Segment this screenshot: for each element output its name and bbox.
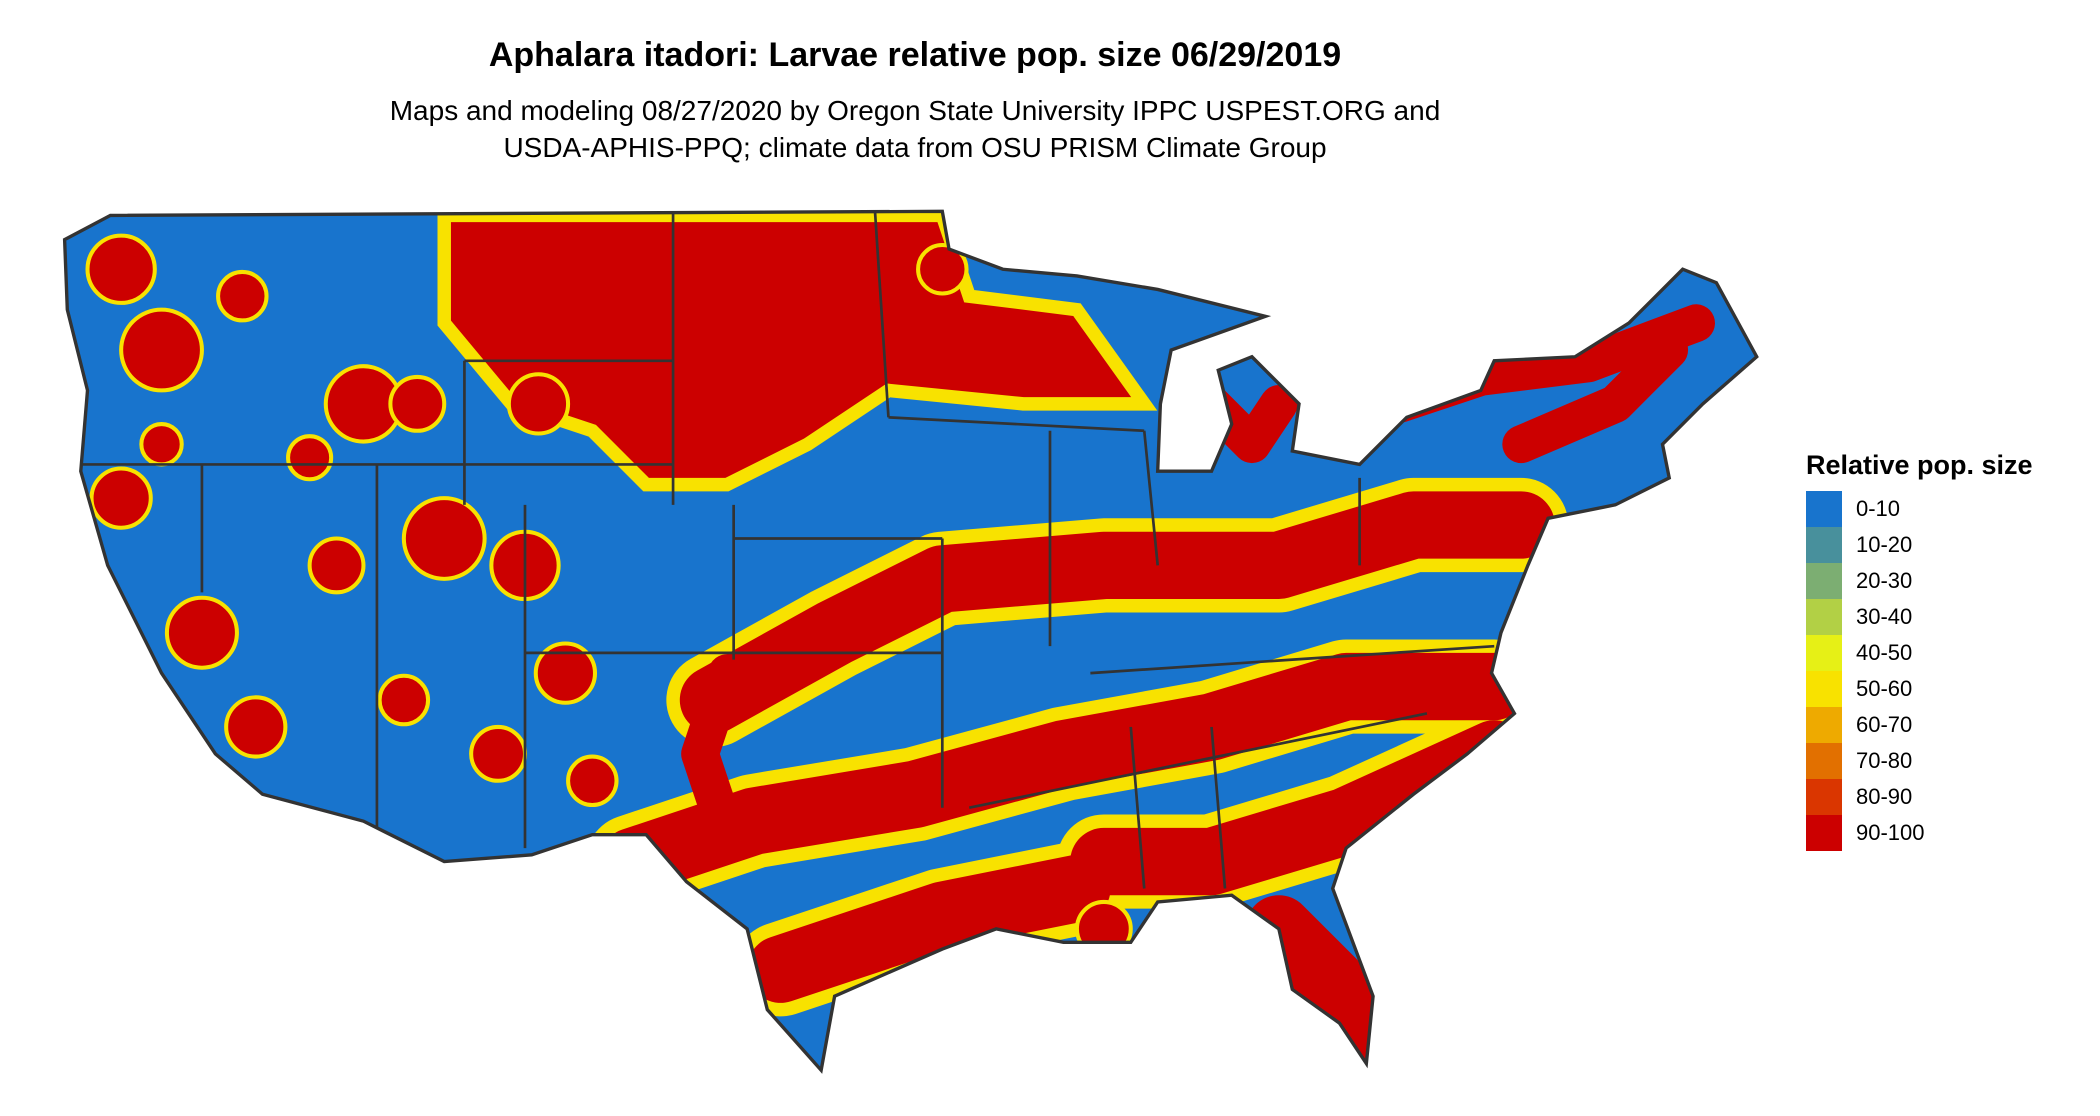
legend-swatch bbox=[1806, 635, 1842, 671]
legend-item: 60-70 bbox=[1806, 707, 2033, 743]
legend-swatch bbox=[1806, 527, 1842, 563]
subtitle-line-1: Maps and modeling 08/27/2020 by Oregon S… bbox=[389, 95, 1441, 126]
legend-item: 70-80 bbox=[1806, 743, 2033, 779]
legend-label: 40-50 bbox=[1856, 640, 1913, 665]
legend-label: 20-30 bbox=[1856, 568, 1913, 593]
legend-title: Relative pop. size bbox=[1806, 450, 2033, 480]
legend-item: 90-100 bbox=[1806, 815, 2033, 851]
legend-item: 10-20 bbox=[1806, 527, 2033, 563]
legend-swatch bbox=[1806, 743, 1842, 779]
legend-item: 0-10 bbox=[1806, 491, 2033, 527]
legend-swatch bbox=[1806, 707, 1842, 743]
map-title: Aphalara itadori: Larvae relative pop. s… bbox=[488, 36, 1342, 74]
legend-label: 50-60 bbox=[1856, 676, 1913, 701]
legend-label: 70-80 bbox=[1856, 748, 1913, 773]
legend-item: 30-40 bbox=[1806, 599, 2033, 635]
legend-swatch bbox=[1806, 779, 1842, 815]
legend-swatch bbox=[1806, 599, 1842, 635]
legend-swatch bbox=[1806, 491, 1842, 527]
legend-label: 80-90 bbox=[1856, 784, 1913, 809]
legend-swatch bbox=[1806, 563, 1842, 599]
legend-label: 0-10 bbox=[1856, 496, 1901, 521]
subtitle-line-2: USDA-APHIS-PPQ; climate data from OSU PR… bbox=[503, 132, 1327, 163]
legend-swatch bbox=[1806, 671, 1842, 707]
map-subtitle: Maps and modeling 08/27/2020 by Oregon S… bbox=[0, 92, 1830, 166]
legend-label: 60-70 bbox=[1856, 712, 1913, 737]
legend: Relative pop. size 0-10 10-20 20-30 30-40 40… bbox=[1806, 450, 2033, 851]
legend-item: 50-60 bbox=[1806, 671, 2033, 707]
legend-item: 40-50 bbox=[1806, 635, 2033, 671]
legend-item: 80-90 bbox=[1806, 779, 2033, 815]
legend-label: 10-20 bbox=[1856, 532, 1913, 557]
legend-label: 90-100 bbox=[1856, 820, 1925, 845]
legend-label: 30-40 bbox=[1856, 604, 1913, 629]
legend-item: 20-30 bbox=[1806, 563, 2033, 599]
legend-swatch bbox=[1806, 815, 1842, 851]
